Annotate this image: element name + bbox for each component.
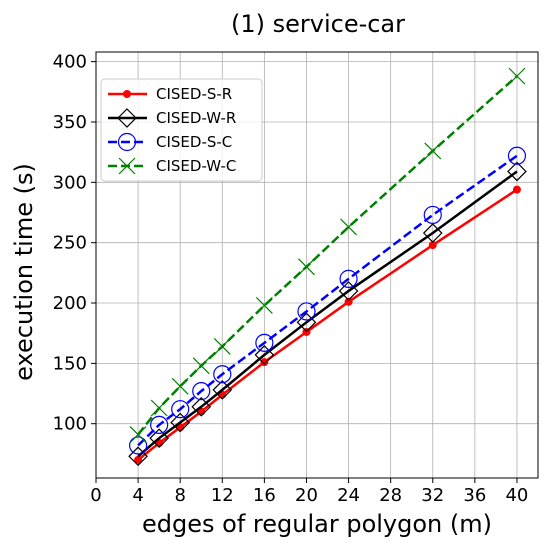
data-point	[128, 446, 148, 467]
data-point	[508, 67, 526, 85]
data-point	[192, 357, 210, 375]
x-tick-label: 8	[174, 485, 185, 506]
data-point	[191, 396, 212, 417]
data-point	[422, 223, 443, 243]
y-tick-label: 350	[53, 112, 87, 133]
chart-title: (1) service-car	[231, 10, 405, 38]
y-tick-label: 100	[53, 414, 87, 435]
data-point	[298, 258, 315, 276]
data-point	[171, 377, 189, 395]
x-tick-label: 32	[421, 485, 444, 506]
legend-marker	[117, 108, 137, 128]
data-point	[134, 455, 143, 464]
x-tick-label: 20	[295, 485, 318, 506]
series-cised-w-r	[128, 161, 527, 467]
series-line	[137, 75, 518, 436]
x-tick-label: 40	[505, 485, 528, 506]
x-tick-label: 28	[379, 485, 402, 506]
data-point	[171, 400, 190, 419]
data-point	[128, 436, 148, 455]
data-point	[149, 428, 169, 449]
legend-marker	[123, 90, 131, 98]
data-point	[338, 281, 359, 301]
data-point	[344, 297, 353, 306]
data-point	[424, 142, 442, 160]
legend-item: CISED-S-R	[108, 85, 232, 103]
plot-frame	[95, 51, 539, 479]
y-tick-label: 200	[53, 293, 87, 314]
x-tick-label: 0	[90, 485, 101, 506]
data-point	[129, 426, 147, 443]
data-point	[423, 205, 442, 225]
legend-label: CISED-W-R	[156, 109, 236, 127]
data-point	[260, 358, 269, 367]
legend-marker	[117, 132, 137, 152]
data-point	[170, 412, 191, 433]
legend: CISED-S-R CISED-W-R CISED-S-C CISED-W-C	[100, 78, 263, 182]
legend-marker	[118, 157, 136, 175]
data-point	[339, 269, 358, 288]
series-cised-s-c	[128, 146, 527, 455]
series-layer	[128, 67, 527, 467]
legend-box	[100, 78, 263, 182]
data-point	[150, 399, 168, 417]
x-tick-label: 36	[463, 485, 486, 506]
data-point	[297, 302, 316, 321]
legend-item: CISED-W-R	[108, 108, 236, 128]
data-point	[192, 382, 211, 401]
data-point	[213, 338, 231, 355]
data-point	[296, 312, 317, 333]
series-line	[137, 154, 518, 447]
x-tick-label: 24	[337, 485, 360, 506]
x-tick-label: 4	[132, 485, 143, 506]
data-point	[212, 380, 233, 400]
series-line	[137, 170, 518, 458]
y-tick-label: 300	[53, 172, 87, 193]
series-cised-s-r	[134, 185, 521, 464]
legend-label: CISED-S-C	[156, 133, 232, 151]
data-point	[255, 333, 274, 352]
series-line	[137, 188, 518, 461]
data-point	[507, 161, 527, 182]
x-tick-label: 12	[211, 485, 234, 506]
y-tick-label: 400	[53, 52, 87, 73]
legend-item: CISED-S-C	[108, 132, 232, 152]
y-tick-label: 150	[53, 353, 87, 374]
data-point	[213, 365, 232, 384]
y-tick-label: 250	[53, 233, 87, 254]
x-tick-label: 16	[253, 485, 276, 506]
legend-label: CISED-S-R	[156, 85, 232, 103]
data-point	[507, 146, 527, 165]
x-axis-title: edges of regular polygon (m)	[142, 510, 492, 538]
series-cised-w-c	[129, 67, 526, 443]
data-point	[254, 345, 275, 365]
legend-item: CISED-W-C	[108, 157, 236, 175]
ticks: 0 4 8 12 16 20 24 28 32 36 40 100 150 200 250 300 350 400	[53, 52, 529, 506]
legend-label: CISED-W-C	[156, 157, 236, 175]
data-point	[255, 297, 273, 314]
data-point	[340, 218, 357, 236]
y-axis-title: execution time (s)	[10, 163, 38, 381]
data-point	[512, 185, 521, 194]
data-point	[150, 415, 169, 435]
